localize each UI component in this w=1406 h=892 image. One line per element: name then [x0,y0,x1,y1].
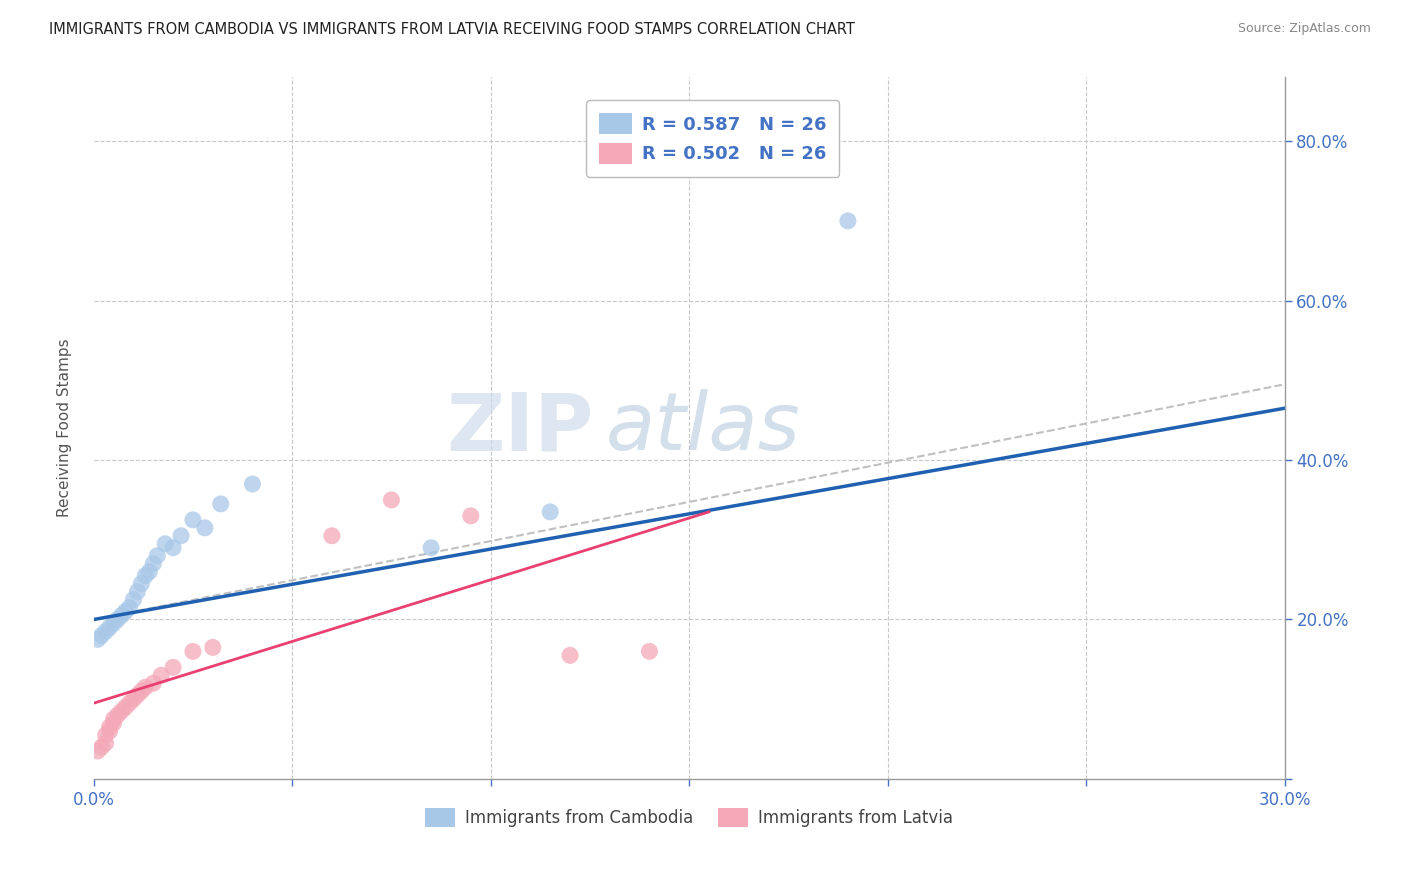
Point [86,632,108,647]
Point [138,565,160,579]
Point [110,704,132,718]
Point [321,529,343,543]
Point [380,492,402,507]
Point [162,660,184,674]
Point [103,616,125,631]
Point [90,739,112,754]
Point [118,600,141,615]
Point [837,214,859,228]
Point [134,568,156,582]
Point [153,537,176,551]
Point [150,668,173,682]
Point [107,612,129,626]
Point [460,508,482,523]
Point [103,716,125,731]
Point [181,644,204,658]
Point [114,605,136,619]
Point [122,692,145,706]
Point [201,640,224,655]
Point [146,549,169,563]
Point [107,708,129,723]
Point [114,700,136,714]
Point [90,628,112,642]
Point [538,505,561,519]
Point [170,529,193,543]
Text: ZIP: ZIP [447,389,593,467]
Point [118,696,141,710]
Point [194,521,217,535]
Point [242,477,264,491]
Point [110,608,132,623]
Point [209,497,232,511]
Point [638,644,661,658]
Point [98,620,121,634]
Point [181,513,204,527]
Point [94,728,117,742]
Point [134,680,156,694]
Point [98,724,121,739]
Point [127,584,149,599]
Point [131,684,153,698]
Point [142,557,165,571]
Point [142,676,165,690]
Point [122,592,145,607]
Point [420,541,443,555]
Text: atlas: atlas [606,389,800,467]
Point [94,624,117,639]
Point [127,688,149,702]
Point [103,712,125,726]
Point [131,576,153,591]
Point [558,648,581,663]
Point [94,736,117,750]
Text: Source: ZipAtlas.com: Source: ZipAtlas.com [1237,22,1371,36]
Y-axis label: Receiving Food Stamps: Receiving Food Stamps [58,339,72,517]
Text: IMMIGRANTS FROM CAMBODIA VS IMMIGRANTS FROM LATVIA RECEIVING FOOD STAMPS CORRELA: IMMIGRANTS FROM CAMBODIA VS IMMIGRANTS F… [49,22,855,37]
Point [86,744,108,758]
Legend: Immigrants from Cambodia, Immigrants from Latvia: Immigrants from Cambodia, Immigrants fro… [419,801,960,834]
Point [98,720,121,734]
Point [162,541,184,555]
